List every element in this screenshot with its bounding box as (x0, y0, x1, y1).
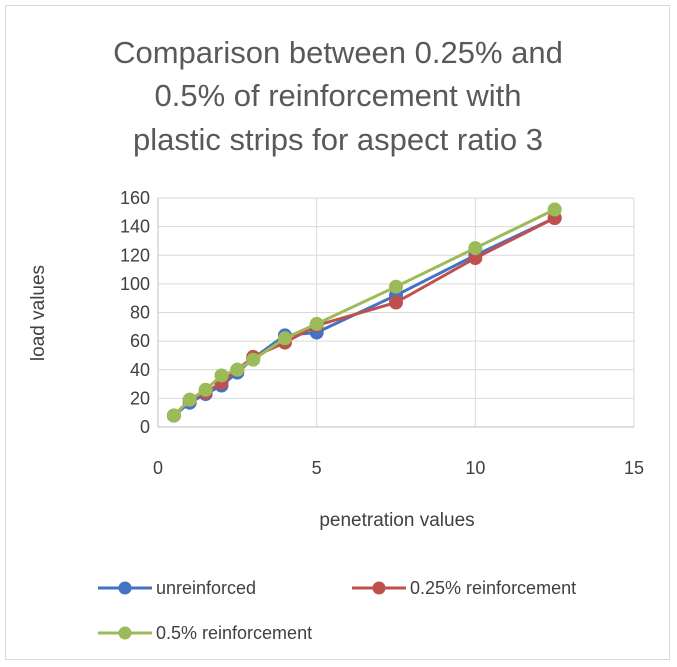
y-tick-label: 160 (120, 188, 150, 208)
data-point (547, 202, 562, 217)
chart-frame (5, 5, 670, 660)
gridlines (158, 197, 635, 428)
chart-title-line-3: plastic strips for aspect ratio 3 (133, 122, 543, 157)
series-group (166, 211, 562, 423)
data-point (246, 352, 261, 367)
data-point (468, 241, 483, 256)
legend-swatch-marker (118, 626, 132, 640)
data-point (309, 316, 324, 331)
legend-item: unreinforced (98, 578, 256, 598)
y-tick-label: 0 (140, 417, 150, 437)
data-point (230, 362, 245, 377)
data-series (166, 202, 562, 423)
data-point (389, 279, 403, 294)
chart-title-line-2: 0.5% of reinforcement with (154, 78, 521, 113)
data-point (182, 392, 197, 407)
legend-label: 0.25% reinforcement (410, 578, 576, 598)
chart-title-line-1: Comparison between 0.25% and (113, 35, 563, 70)
y-tick-label: 140 (120, 217, 150, 237)
y-tick-label: 60 (130, 331, 150, 351)
x-tick-label: 0 (153, 458, 163, 478)
chart-title: Comparison between 0.25% and 0.5% of rei… (113, 35, 563, 157)
series-line (172, 216, 556, 417)
data-point (389, 295, 403, 310)
y-tick-label: 80 (130, 303, 150, 323)
data-point (277, 331, 292, 346)
legend-item: 0.25% reinforcement (352, 578, 576, 598)
legend-label: 0.5% reinforcement (156, 623, 312, 643)
legend-swatch-marker (118, 581, 132, 595)
x-tick-label: 15 (624, 458, 644, 478)
legend: unreinforced 0.25% reinforcement 0.5% rein… (98, 578, 576, 643)
legend-label: unreinforced (156, 578, 256, 598)
y-tick-label: 120 (120, 245, 150, 265)
legend-item: 0.5% reinforcement (98, 623, 312, 643)
data-point (198, 382, 213, 397)
y-axis-title: load values (28, 265, 49, 361)
data-point (214, 368, 229, 383)
axes (157, 198, 634, 428)
legend-swatch-marker (372, 581, 386, 595)
tick-labels: 0 20 40 60 80 100 120 140 160 0 5 10 15 (120, 188, 644, 478)
x-tick-label: 10 (465, 458, 485, 478)
y-tick-label: 20 (130, 388, 150, 408)
data-point (166, 408, 181, 423)
x-axis-title: penetration values (319, 510, 474, 531)
series-group (166, 202, 562, 423)
x-tick-label: 5 (312, 458, 322, 478)
y-tick-label: 100 (120, 274, 150, 294)
y-tick-label: 40 (130, 360, 150, 380)
